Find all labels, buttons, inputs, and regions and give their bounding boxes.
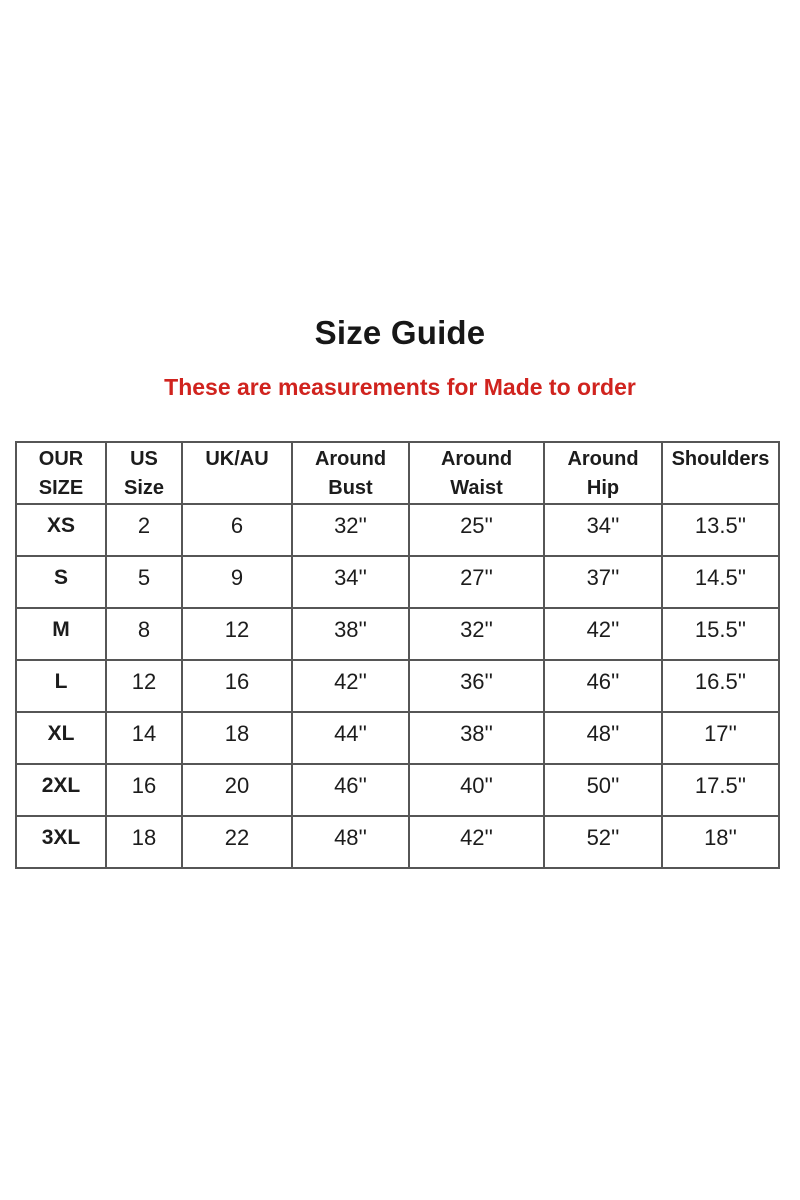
uk-au-cell: 22 [181, 815, 293, 869]
hip-cell: 46'' [543, 659, 663, 713]
us-size-cell: 12 [105, 659, 183, 713]
bust-cell: 44'' [291, 711, 410, 765]
size-cell: L [15, 659, 107, 713]
table-row-s: S 5 9 34'' 27'' 37'' 14.5'' [15, 555, 780, 609]
uk-au-cell: 6 [181, 503, 293, 557]
hip-cell: 50'' [543, 763, 663, 817]
bust-cell: 34'' [291, 555, 410, 609]
waist-cell: 36'' [408, 659, 545, 713]
uk-au-cell: 20 [181, 763, 293, 817]
shoulders-cell: 15.5'' [661, 607, 780, 661]
page-title: Size Guide [314, 314, 486, 351]
header-cell-around-waist: Around Waist [408, 441, 545, 505]
shoulders-cell: 16.5'' [661, 659, 780, 713]
waist-cell: 27'' [408, 555, 545, 609]
table-row-xl: XL 14 18 44'' 38'' 48'' 17'' [15, 711, 780, 765]
page-subtitle: These are measurements for Made to order [164, 374, 636, 400]
table-row-2xl: 2XL 16 20 46'' 40'' 50'' 17.5'' [15, 763, 780, 817]
shoulders-cell: 17.5'' [661, 763, 780, 817]
table-row-xs: XS 2 6 32'' 25'' 34'' 13.5'' [15, 503, 780, 557]
shoulders-cell: 18'' [661, 815, 780, 869]
uk-au-cell: 9 [181, 555, 293, 609]
bust-cell: 46'' [291, 763, 410, 817]
uk-au-cell: 12 [181, 607, 293, 661]
header-cell-our-size: OUR SIZE [15, 441, 107, 505]
us-size-cell: 18 [105, 815, 183, 869]
shoulders-cell: 17'' [661, 711, 780, 765]
size-guide-table: OUR SIZE US Size UK/AU Around Bust Aroun… [15, 441, 780, 869]
bust-cell: 48'' [291, 815, 410, 869]
table-row-l: L 12 16 42'' 36'' 46'' 16.5'' [15, 659, 780, 713]
us-size-cell: 14 [105, 711, 183, 765]
bust-cell: 42'' [291, 659, 410, 713]
header-cell-uk-au: UK/AU [181, 441, 293, 505]
size-cell: XS [15, 503, 107, 557]
shoulders-cell: 13.5'' [661, 503, 780, 557]
shoulders-cell: 14.5'' [661, 555, 780, 609]
size-cell: M [15, 607, 107, 661]
us-size-cell: 16 [105, 763, 183, 817]
header-cell-around-hip: Around Hip [543, 441, 663, 505]
waist-cell: 40'' [408, 763, 545, 817]
table-row-3xl: 3XL 18 22 48'' 42'' 52'' 18'' [15, 815, 780, 869]
size-cell: XL [15, 711, 107, 765]
waist-cell: 42'' [408, 815, 545, 869]
header-cell-around-bust: Around Bust [291, 441, 410, 505]
uk-au-cell: 18 [181, 711, 293, 765]
hip-cell: 42'' [543, 607, 663, 661]
us-size-cell: 2 [105, 503, 183, 557]
size-cell: 2XL [15, 763, 107, 817]
hip-cell: 48'' [543, 711, 663, 765]
table-row-m: M 8 12 38'' 32'' 42'' 15.5'' [15, 607, 780, 661]
hip-cell: 37'' [543, 555, 663, 609]
bust-cell: 38'' [291, 607, 410, 661]
us-size-cell: 5 [105, 555, 183, 609]
header-row: OUR SIZE US Size UK/AU Around Bust Aroun… [15, 441, 780, 505]
header-cell-us-size: US Size [105, 441, 183, 505]
header-cell-shoulders: Shoulders [661, 441, 780, 505]
size-cell: 3XL [15, 815, 107, 869]
hip-cell: 34'' [543, 503, 663, 557]
size-cell: S [15, 555, 107, 609]
uk-au-cell: 16 [181, 659, 293, 713]
waist-cell: 38'' [408, 711, 545, 765]
waist-cell: 32'' [408, 607, 545, 661]
hip-cell: 52'' [543, 815, 663, 869]
bust-cell: 32'' [291, 503, 410, 557]
waist-cell: 25'' [408, 503, 545, 557]
us-size-cell: 8 [105, 607, 183, 661]
